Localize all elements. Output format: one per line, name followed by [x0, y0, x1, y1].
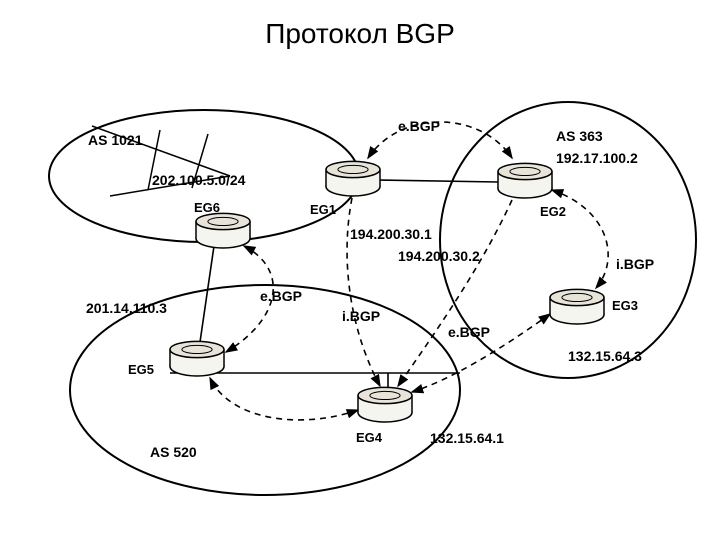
router-label-EG1: EG1	[310, 202, 336, 217]
label-ip4: 132.15.64.1	[430, 430, 504, 446]
router-label-EG3: EG3	[612, 298, 638, 313]
diagram-stage: EG1 EG2 EG3 EG4 EG5 EG6 AS 1021 AS 363 192.17.10…	[0, 0, 720, 540]
label-subnet: 202.100.5.0/24	[152, 172, 245, 188]
label-ebgp1: e.BGP	[398, 118, 440, 134]
label-as520: AS 520	[150, 444, 197, 460]
label-as363: AS 363	[556, 128, 603, 144]
router-label-EG5: EG5	[128, 362, 154, 377]
router-label-EG6: EG6	[194, 200, 220, 215]
label-ebgp2: e.BGP	[260, 288, 302, 304]
link-eg1-eg2	[380, 180, 498, 182]
label-ebgp3: e.BGP	[448, 324, 490, 340]
label-ip1: 194.200.30.1	[350, 226, 432, 242]
label-ibgp1: i.BGP	[342, 308, 380, 324]
label-ibgp2: i.BGP	[616, 256, 654, 272]
router-label-EG4: EG4	[356, 430, 382, 445]
label-ip3: 201.14.110.3	[86, 300, 167, 316]
router-EG3	[550, 289, 604, 324]
router-EG4	[358, 387, 412, 422]
label-as363ip: 192.17.100.2	[556, 150, 638, 166]
router-EG1	[326, 161, 380, 196]
bgp-link-ibgp-eg4-eg5	[210, 378, 358, 420]
label-ip5: 132.15.64.3	[568, 348, 642, 364]
label-ip2: 194.200.30.2	[398, 248, 480, 264]
label-as1021: AS 1021	[88, 132, 142, 148]
router-EG2	[498, 163, 552, 198]
router-EG5	[170, 341, 224, 376]
router-label-EG2: EG2	[540, 204, 566, 219]
diagram-svg	[0, 0, 720, 540]
link-eg6-eg5	[200, 246, 214, 342]
router-EG6	[196, 213, 250, 248]
